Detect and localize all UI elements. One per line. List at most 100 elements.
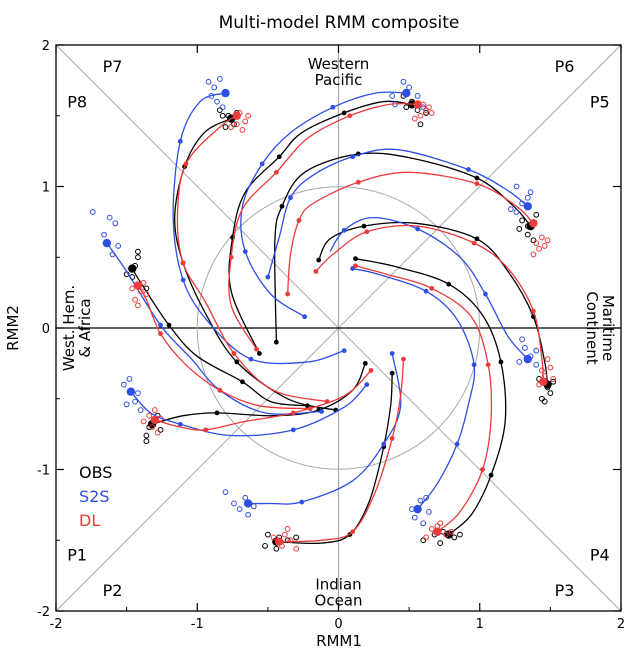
trajectory-step-point — [389, 370, 395, 376]
member-start-point — [245, 112, 252, 119]
member-start-point — [120, 381, 127, 388]
member-start-point — [231, 500, 237, 507]
trajectory-line — [279, 359, 405, 543]
member-start-point — [519, 217, 526, 224]
member-start-point — [135, 390, 141, 396]
region-label-line: Ocean — [315, 592, 363, 610]
member-start-point — [211, 84, 218, 91]
trajectory-step-point — [480, 467, 485, 472]
member-start-point — [287, 537, 294, 544]
region-label-line: West. Hem. — [60, 285, 78, 371]
member-start-point — [423, 534, 429, 541]
trajectory-step-point — [355, 179, 361, 185]
phase-label: P6 — [555, 57, 575, 76]
phase-label: P7 — [103, 57, 123, 76]
region-label-line: Indian — [315, 576, 361, 594]
x-tick-label: -1 — [191, 617, 204, 632]
trajectory-step-point — [474, 175, 480, 181]
member-start-point — [236, 506, 243, 513]
member-start-point — [129, 285, 136, 292]
trajectory-step-point — [330, 104, 336, 110]
member-start-point — [262, 543, 268, 549]
member-start-point — [448, 528, 455, 535]
member-start-point — [547, 364, 554, 371]
member-start-point — [140, 279, 147, 286]
x-tick-label: 0 — [334, 617, 342, 632]
trajectory-step-point — [257, 351, 262, 356]
series-dl — [129, 100, 557, 552]
member-start-point — [143, 438, 150, 445]
member-start-point — [428, 110, 435, 116]
trajectory-line — [267, 148, 529, 278]
trajectory-start-point — [243, 499, 253, 508]
member-start-point — [157, 426, 164, 433]
trajectory-step-point — [341, 348, 347, 354]
member-start-point — [151, 407, 158, 413]
trajectory-step-point — [240, 379, 245, 385]
trajectory-step-point — [158, 322, 163, 328]
trajectory-step-point — [254, 346, 259, 352]
member-start-point — [242, 118, 249, 125]
trajectory-line — [130, 384, 368, 437]
trajectory-step-point — [364, 229, 370, 235]
member-start-point — [524, 194, 531, 201]
member-start-point — [426, 509, 432, 515]
y-tick-label: -2 — [37, 605, 50, 620]
member-start-point — [233, 121, 240, 128]
trajectory-step-point — [180, 277, 186, 283]
trajectory-line — [276, 373, 393, 545]
member-start-point — [544, 237, 551, 244]
trajectory-step-point — [296, 218, 302, 223]
trajectory-step-point — [483, 291, 488, 297]
trajectory-line — [172, 92, 345, 365]
member-start-point — [457, 531, 463, 538]
x-tick-label: 2 — [617, 617, 625, 632]
trajectory-start-point — [150, 415, 160, 425]
trajectory-step-point — [471, 240, 477, 246]
trajectory-step-point — [288, 195, 293, 201]
member-start-point — [101, 231, 107, 238]
member-start-point — [513, 183, 520, 190]
member-start-point — [284, 526, 291, 532]
trajectory-step-point — [429, 285, 435, 291]
member-start-point — [516, 359, 523, 365]
member-start-point — [293, 534, 300, 541]
trajectory-start-point — [523, 354, 532, 364]
member-start-point — [406, 84, 413, 91]
trajectory-step-point — [166, 322, 172, 328]
phase-label: P2 — [103, 581, 123, 600]
member-start-point — [533, 347, 540, 354]
trajectory-step-point — [471, 362, 477, 368]
member-start-point — [135, 248, 141, 255]
member-start-point — [245, 511, 252, 518]
member-start-point — [112, 220, 119, 227]
trajectory-step-point — [242, 249, 248, 254]
member-start-point — [411, 115, 418, 122]
member-start-point — [400, 78, 407, 85]
trajectory-step-point — [313, 269, 319, 274]
trajectory-step-point — [423, 288, 429, 294]
trajectory-step-point — [234, 359, 240, 365]
trajectory-step-point — [389, 435, 395, 441]
member-start-point — [132, 398, 139, 405]
member-start-point — [437, 540, 444, 546]
trajectory-step-point — [485, 362, 491, 368]
member-start-point — [426, 104, 432, 111]
member-start-point — [524, 231, 531, 238]
legend-entry-obs: OBS — [79, 463, 112, 482]
trajectory-step-point — [498, 359, 504, 365]
member-start-point — [281, 531, 288, 538]
trajectory-line — [352, 267, 476, 510]
trajectory-step-point — [415, 226, 420, 232]
phase-label: P1 — [67, 545, 87, 564]
legend-entry-dl: DL — [79, 511, 100, 530]
trajectory-step-point — [265, 274, 271, 280]
phase-label: P5 — [590, 93, 610, 112]
member-start-point — [132, 296, 139, 303]
member-start-point — [530, 251, 537, 258]
member-start-point — [451, 534, 458, 541]
series-s2s — [89, 76, 540, 527]
member-start-point — [216, 76, 223, 82]
trajectory-start-point — [232, 111, 241, 120]
